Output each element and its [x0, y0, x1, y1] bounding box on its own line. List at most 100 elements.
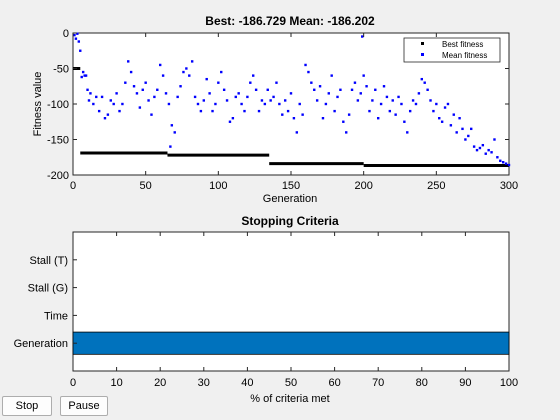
mean-fitness-point: [496, 156, 499, 159]
mean-fitness-point: [129, 70, 133, 74]
mean-fitness-point: [394, 113, 397, 116]
x-tick-label: 100: [209, 180, 227, 192]
pause-button[interactable]: Pause: [60, 396, 108, 416]
mean-fitness-point: [490, 151, 493, 154]
mean-fitness-point: [170, 124, 174, 127]
mean-fitness-point: [135, 92, 139, 95]
mean-fitness-point: [478, 146, 482, 150]
mean-fitness-point: [417, 92, 421, 95]
mean-fitness-point: [371, 99, 374, 102]
mean-fitness-point: [327, 92, 330, 95]
mean-fitness-point: [214, 102, 217, 106]
x-tick-label: 60: [328, 377, 340, 389]
mean-fitness-point: [240, 102, 243, 106]
mean-fitness-point: [84, 74, 88, 77]
mean-fitness-point: [193, 95, 197, 99]
mean-fitness-point: [432, 109, 435, 113]
mean-fitness-point: [176, 95, 179, 99]
mean-fitness-point: [295, 131, 299, 134]
mean-fitness-point: [374, 88, 377, 91]
mean-fitness-point: [356, 99, 360, 102]
x-tick-label: 40: [241, 377, 253, 389]
mean-fitness-point: [243, 109, 246, 113]
x-tick-label: 20: [154, 377, 166, 389]
mean-fitness-point: [74, 37, 78, 40]
mean-fitness-point: [423, 81, 426, 84]
legend-mean-label: Mean fitness: [442, 51, 487, 60]
mean-fitness-point: [377, 117, 380, 120]
mean-fitness-point: [475, 148, 479, 152]
fitness-chart-title: Best: -186.729 Mean: -186.202: [205, 14, 375, 28]
mean-fitness-point: [365, 85, 368, 88]
mean-fitness-point: [275, 81, 278, 84]
mean-fitness-point: [310, 81, 313, 84]
mean-fitness-point: [179, 85, 182, 88]
mean-fitness-point: [449, 124, 453, 127]
mean-fitness-point: [429, 99, 432, 102]
mean-fitness-point: [411, 99, 415, 102]
mean-fitness-point: [150, 113, 153, 116]
criteria-category-label: Time: [44, 310, 68, 322]
legend-best-label: Best fitness: [442, 40, 483, 49]
mean-fitness-point: [324, 102, 328, 106]
mean-fitness-point: [461, 127, 464, 131]
mean-fitness-point: [362, 74, 365, 77]
y-tick-label: -150: [47, 135, 69, 147]
mean-fitness-point: [414, 102, 418, 106]
mean-fitness-point: [79, 49, 82, 52]
mean-fitness-point: [481, 143, 485, 147]
mean-fitness-point: [80, 75, 83, 79]
mean-fitness-point: [403, 120, 406, 123]
mean-fitness-point: [95, 95, 98, 99]
mean-fitness-point: [408, 109, 412, 113]
stop-button[interactable]: Stop: [2, 396, 52, 416]
mean-fitness-point: [156, 88, 159, 91]
mean-fitness-point: [278, 102, 281, 106]
mean-fitness-point: [81, 70, 85, 74]
legend-mean-marker: [421, 53, 424, 56]
mean-fitness-point: [379, 102, 383, 106]
mean-fitness-point: [217, 81, 220, 84]
mean-fitness-point: [263, 102, 267, 106]
mean-fitness-series: [73, 32, 511, 167]
mean-fitness-point: [368, 109, 371, 113]
mean-fitness-point: [400, 102, 403, 106]
mean-fitness-point: [307, 70, 310, 74]
mean-fitness-point: [484, 152, 487, 155]
mean-fitness-point: [127, 60, 130, 63]
x-tick-label: 100: [500, 377, 518, 389]
criteria-bar: [72, 331, 510, 355]
mean-fitness-point: [211, 109, 214, 113]
mean-fitness-point: [124, 81, 127, 84]
mean-fitness-point: [301, 113, 304, 116]
mean-fitness-point: [89, 92, 92, 95]
mean-fitness-point: [87, 99, 91, 102]
mean-fitness-point: [467, 134, 470, 138]
mean-fitness-point: [452, 113, 455, 116]
mean-fitness-point: [345, 131, 348, 134]
criteria-category-label: Stall (G): [28, 283, 68, 295]
mean-fitness-point: [501, 161, 505, 164]
mean-fitness-point: [109, 99, 112, 102]
x-tick-label: 50: [285, 377, 297, 389]
mean-fitness-point: [225, 99, 229, 102]
x-tick-label: 90: [459, 377, 471, 389]
x-tick-label: 300: [500, 180, 518, 192]
mean-fitness-point: [359, 92, 362, 95]
mean-fitness-point: [321, 117, 325, 120]
mean-fitness-point: [190, 60, 194, 63]
mean-fitness-point: [435, 102, 438, 106]
mean-fitness-point: [304, 63, 307, 67]
criteria-chart-title: Stopping Criteria: [241, 214, 339, 228]
mean-fitness-point: [208, 92, 211, 95]
x-tick-label: 200: [354, 180, 372, 192]
mean-fitness-point: [118, 109, 121, 113]
fitness-y-label: Fitness value: [32, 72, 44, 137]
mean-fitness-point: [222, 88, 226, 91]
mean-fitness-point: [487, 148, 490, 152]
x-tick-label: 0: [70, 180, 76, 192]
mean-fitness-point: [499, 159, 502, 162]
mean-fitness-point: [159, 63, 162, 67]
mean-fitness-point: [342, 120, 345, 123]
mean-fitness-point: [188, 74, 191, 77]
